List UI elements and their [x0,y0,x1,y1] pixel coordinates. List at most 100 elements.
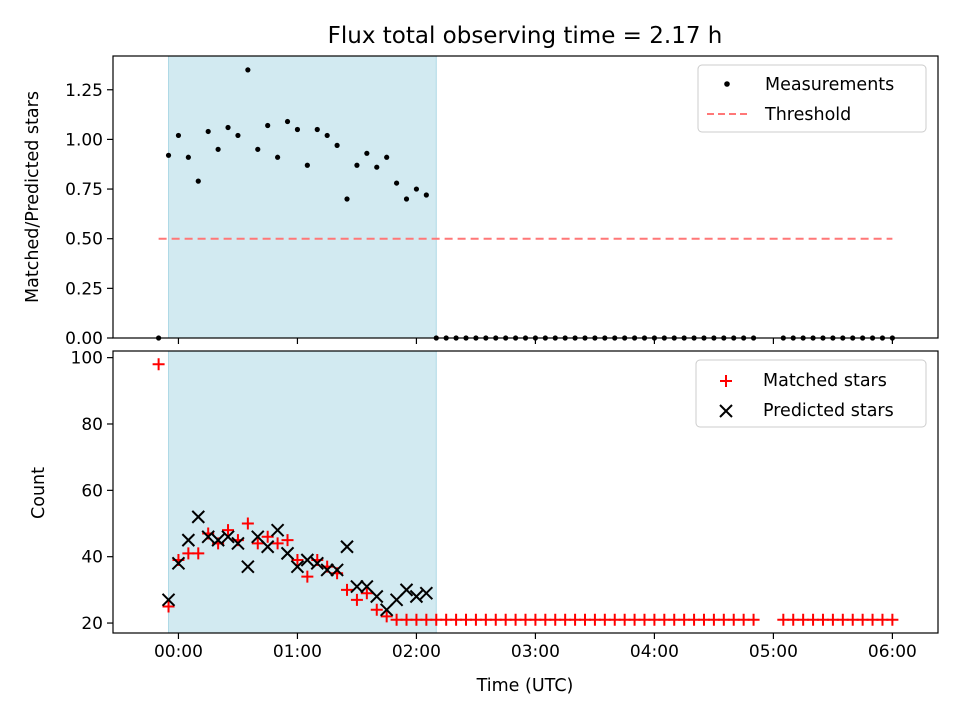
bottom-y-axis-label: Count [29,467,49,519]
observing-window-shade [168,55,437,339]
x-tick-label: 04:00 [630,642,679,662]
x-tick-label: 01:00 [273,642,322,662]
measurement-point [235,132,241,139]
count-series [152,358,899,626]
x-tick-label: 06:00 [868,642,917,662]
predicted-star-point [300,553,315,567]
observing-window-shade [168,350,437,634]
top-y-axis-label: Matched/Predicted stars [23,91,43,303]
chart-title: Flux total observing time = 2.17 h [328,23,723,49]
measurement-point [175,132,182,139]
matched-star-point [370,603,383,616]
predicted-star-point [191,510,205,524]
measurement-point [275,154,281,160]
predicted-star-point [161,593,176,607]
matched-star-point [281,534,294,547]
matched-star-point [291,554,304,567]
measurement-point [185,154,191,160]
bottom-axes-frame [112,350,939,634]
predicted-star-point [231,536,245,551]
measurement-point [255,146,261,152]
x-tick-label: 05:00 [749,642,798,662]
x-tick-label: 03:00 [511,642,560,662]
predicted-star-point [280,546,295,561]
matched-star-point [192,547,205,560]
measurement-point [334,142,340,148]
predicted-star-point [290,559,305,574]
matched-star-point [271,537,284,550]
y-tick-label: 100 [71,349,103,369]
predicted-star-point [330,563,344,577]
matched-star-point [261,530,274,543]
predicted-star-point [399,583,414,597]
measurement-point [294,126,301,133]
legend-predicted-marker [719,404,733,418]
measurement-point [265,122,271,129]
matched-star-point [301,570,314,583]
measurement-point [374,164,380,170]
top-axes-frame [112,55,939,339]
measurement-point [413,186,420,192]
predicted-star-point [320,563,334,577]
measurement-point [403,196,410,202]
bottom-panel: 00:00 01:00 02:00 03:00 04:00 05:00 06:00 20 40… [29,349,939,696]
predicted-star-point [310,556,324,571]
matched-star-point [886,613,899,626]
measurement-point [364,150,370,156]
y-tick-label: 0.00 [65,329,103,349]
matched-star-point [152,358,165,371]
predicted-star-point [171,556,186,571]
predicted-star-point [270,523,285,537]
predicted-star-point [211,533,225,547]
measurement-point [384,154,390,160]
matched-star-point [380,610,393,623]
x-tick-label: 00:00 [154,642,203,662]
top-legend-box [697,64,927,133]
predicted-star-point [201,530,215,544]
top-panel: Flux total observing time = 2.17 h 0.000… [23,23,939,349]
measurement-point [423,192,429,198]
bottom-legend: Matched stars Predicted stars [695,359,927,428]
matched-star-point [251,537,264,550]
bottom-x-axis: 00:00 01:00 02:00 03:00 04:00 05:00 06:00 [154,633,917,662]
measurement-point [344,196,350,202]
measurement-point [225,124,231,131]
top-legend: Measurements Threshold [697,64,927,133]
y-tick-label: 40 [81,548,103,568]
observing-window-band [168,350,437,634]
matched-star-point [162,600,175,613]
measurement-point [165,152,172,158]
bottom-legend-box [695,359,927,428]
y-tick-label: 0.75 [65,180,103,200]
predicted-star-point [370,589,384,604]
y-tick-label: 1.25 [65,81,103,101]
top-x-axis [177,338,893,344]
y-tick-label: 0.50 [65,230,103,250]
y-tick-label: 80 [81,415,103,435]
x-tick-label: 02:00 [392,642,441,662]
measurement-point [304,162,310,168]
predicted-star-point [181,533,196,547]
y-tick-label: 1.00 [65,130,103,150]
measurement-point [205,128,211,135]
predicted-star-point [350,579,364,594]
measurement-point [354,162,360,168]
y-tick-label: 20 [81,614,103,634]
matched-star-point [341,583,354,596]
measurement-point [284,118,291,125]
predicted-star-point [241,559,255,574]
measurement-point [215,146,221,152]
x-axis-label: Time (UTC) [476,676,574,696]
measurement-point [245,67,251,73]
predicted-star-point [260,540,275,554]
observing-window-band [168,55,437,339]
matched-star-point [747,613,760,626]
legend-threshold-label: Threshold [764,105,851,125]
matched-star-point [222,524,235,537]
y-tick-label: 60 [81,481,103,501]
legend-measurements-marker [724,81,730,87]
y-tick-label: 0.25 [65,279,103,299]
top-y-axis: 0.00 0.25 0.50 0.75 1.00 1.25 [65,81,113,349]
predicted-star-point [221,530,235,544]
